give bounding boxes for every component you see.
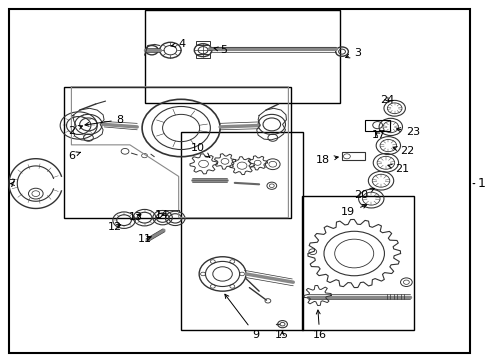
Text: 23: 23 xyxy=(396,127,420,136)
Text: 3: 3 xyxy=(345,48,360,58)
Text: 9: 9 xyxy=(224,294,259,340)
Text: 18: 18 xyxy=(315,155,338,165)
Text: 21: 21 xyxy=(387,164,408,174)
Text: 20: 20 xyxy=(353,188,373,200)
Bar xyxy=(144,10,339,103)
Text: 14: 14 xyxy=(154,210,168,220)
Text: 15: 15 xyxy=(275,330,288,340)
Bar xyxy=(195,54,210,58)
Text: 16: 16 xyxy=(312,310,326,340)
Bar xyxy=(302,196,413,330)
Text: 4: 4 xyxy=(171,39,185,49)
Bar xyxy=(181,132,303,330)
Text: 1: 1 xyxy=(477,177,485,190)
Text: 2: 2 xyxy=(67,126,82,135)
Text: 7: 7 xyxy=(8,179,15,189)
Bar xyxy=(64,87,290,218)
Text: 24: 24 xyxy=(379,95,393,105)
Text: 22: 22 xyxy=(392,145,414,156)
Text: 17: 17 xyxy=(371,130,386,140)
Bar xyxy=(195,41,210,45)
Text: 10: 10 xyxy=(191,143,209,157)
Text: 11: 11 xyxy=(138,234,152,244)
Bar xyxy=(365,120,389,131)
Text: 8: 8 xyxy=(85,115,123,126)
Text: 19: 19 xyxy=(340,204,366,217)
Bar xyxy=(341,152,365,160)
Text: 13: 13 xyxy=(129,212,143,221)
Text: 6: 6 xyxy=(68,150,80,161)
Text: 12: 12 xyxy=(108,222,122,232)
Text: 5: 5 xyxy=(214,45,227,55)
